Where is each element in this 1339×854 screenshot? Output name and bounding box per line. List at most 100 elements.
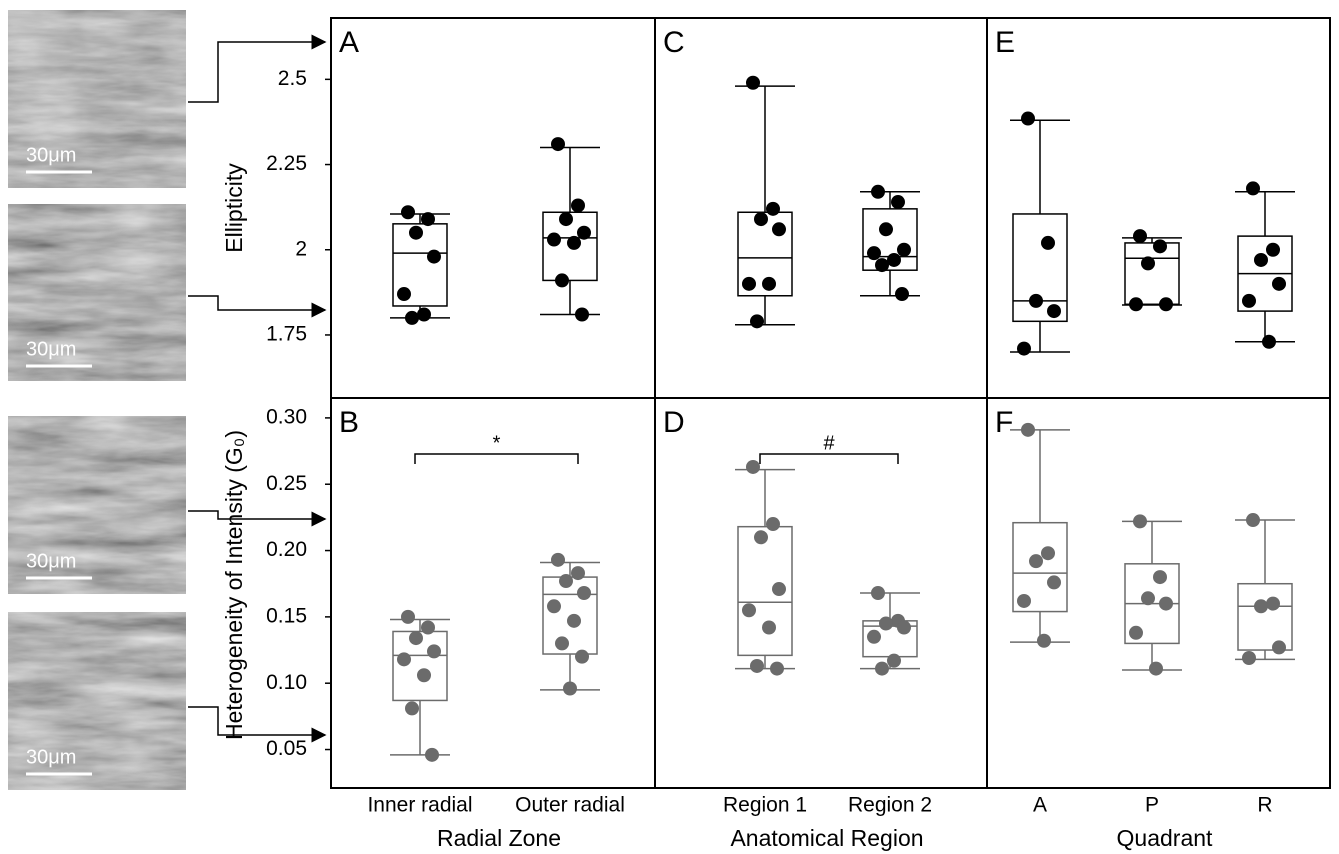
data-point [547,232,561,247]
data-point [425,747,439,762]
data-point [559,212,573,227]
data-point [421,620,435,635]
significance-label: # [823,432,835,454]
panel-label: B [339,406,359,439]
data-point [887,252,901,267]
x-axis-label: Anatomical Region [730,825,923,851]
data-point [397,652,411,667]
data-point [1266,242,1280,257]
y-tick-label: 0.20 [266,538,307,561]
data-point [551,552,565,567]
x-axis-label: Quadrant [1117,825,1214,851]
data-point [547,599,561,614]
x-tick-label: Outer radial [515,794,625,817]
panel-label: E [995,26,1015,59]
data-point [409,225,423,240]
data-point [427,249,441,264]
x-axis-label: Radial Zone [437,825,561,851]
data-point [1141,256,1155,271]
data-point [1129,625,1143,640]
data-point [1017,593,1031,608]
data-point [1021,111,1035,126]
panel-frame [986,397,1331,789]
data-point [571,198,585,213]
data-point [575,649,589,664]
data-point [1159,297,1173,312]
data-point [567,613,581,628]
y-axis-label: Heterogeneity of Intensity (G₀) [221,430,247,740]
panel-frame [330,17,656,399]
data-point [746,75,760,90]
data-point [871,586,885,600]
data-point [1242,651,1256,665]
data-point [897,620,911,635]
data-point [397,287,411,302]
data-point [1047,575,1061,590]
data-point [742,276,756,291]
y-tick-label: 2.5 [278,67,307,90]
data-point [1133,229,1147,244]
data-point [559,574,573,589]
data-point [772,222,786,237]
data-point [555,636,569,651]
data-point [577,586,591,600]
data-point [1266,596,1280,611]
scale-bar-label: 30μm [26,746,76,768]
scale-bar-label: 30μm [26,338,76,360]
micrograph: 30μm [8,10,186,188]
data-point [409,631,423,646]
significance-bracket [414,453,579,464]
panel-label: A [339,26,359,59]
panel-label: C [663,26,685,59]
data-point [567,235,581,250]
panel-frame [986,17,1331,399]
data-point [897,242,911,257]
panel-label: F [995,406,1013,439]
data-point [766,517,780,532]
data-point [405,310,419,325]
x-tick-label: Inner radial [367,794,472,817]
micrographs: 30μm 30μm 30μm 30μm [8,10,186,790]
data-point [1037,633,1051,648]
data-point [1129,297,1143,312]
data-point [575,307,589,322]
data-point [895,287,909,302]
data-point [401,609,415,624]
data-point [891,195,905,210]
data-point [1017,341,1031,356]
data-point [887,653,901,668]
data-point [750,658,764,673]
arrows [188,34,327,743]
data-point [1262,334,1276,349]
data-point [871,184,885,199]
data-point [1133,514,1147,529]
x-tick-label: Region 2 [848,794,932,817]
data-point [1029,554,1043,569]
box [1124,242,1180,306]
data-point [1041,546,1055,561]
data-point [1159,596,1173,611]
scale-bar-label: 30μm [26,144,76,166]
data-point [1254,252,1268,267]
y-tick-label: 0.15 [266,604,307,627]
panel-frame [330,397,656,789]
y-tick-label: 1.75 [266,322,307,345]
data-point [762,620,776,635]
data-point [867,246,881,261]
data-point [766,201,780,216]
y-tick-label: 0.05 [266,737,307,760]
data-point [427,644,441,659]
data-point [1149,661,1163,676]
panel-label: D [663,406,685,439]
data-point [401,205,415,220]
significance-label: * [493,432,501,454]
data-point [1029,293,1043,308]
data-point [754,212,768,227]
y-tick-label: 0.30 [266,405,307,428]
data-point [421,212,435,227]
data-point [742,603,756,618]
data-point [875,661,889,676]
data-point [405,701,419,716]
data-point [577,225,591,240]
